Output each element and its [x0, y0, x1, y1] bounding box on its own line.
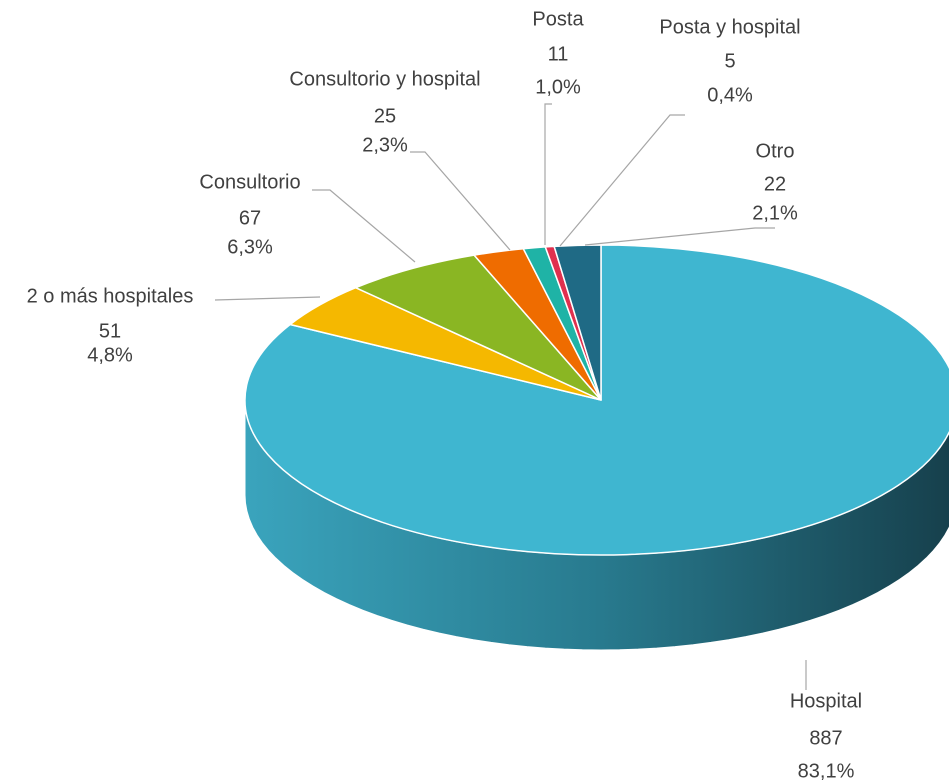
- category-label: Otro: [756, 140, 795, 162]
- count-label: 5: [724, 50, 735, 72]
- count-label: 25: [374, 105, 396, 127]
- percent-label: 6,3%: [227, 236, 273, 258]
- category-label: Hospital: [790, 690, 862, 712]
- slice: [244, 244, 949, 556]
- category-label: Posta y hospital: [659, 16, 800, 38]
- slice: [553, 244, 602, 401]
- category-label: Posta: [532, 8, 584, 30]
- count-label: 11: [548, 43, 569, 65]
- percent-label: 2,3%: [362, 134, 408, 156]
- percent-label: 1,0%: [535, 76, 581, 98]
- count-label: 887: [809, 727, 842, 749]
- leader-line: [584, 227, 775, 246]
- leader-line: [559, 114, 685, 247]
- category-label: 2 o más hospitales: [27, 285, 194, 307]
- slice: [353, 254, 602, 401]
- category-label: Consultorio y hospital: [289, 68, 480, 90]
- percent-label: 4,8%: [87, 344, 133, 366]
- percent-label: 83,1%: [798, 760, 855, 782]
- leader-line: [544, 103, 552, 245]
- leader-line: [214, 296, 321, 301]
- count-label: 67: [239, 207, 261, 229]
- percent-label: 0,4%: [707, 84, 753, 106]
- count-label: 51: [99, 320, 121, 342]
- count-label: 22: [764, 173, 786, 195]
- percent-label: 2,1%: [752, 202, 798, 224]
- leader-line: [410, 151, 511, 251]
- category-label: Consultorio: [199, 171, 300, 193]
- leader-line: [312, 189, 416, 263]
